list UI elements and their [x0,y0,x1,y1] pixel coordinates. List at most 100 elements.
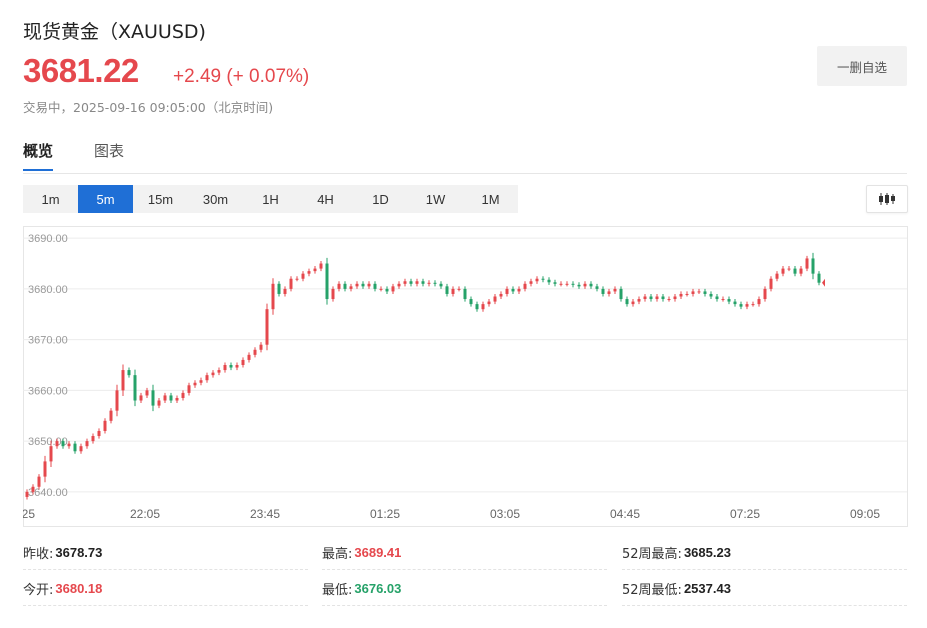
candle-body [637,299,641,302]
candle-body [589,283,593,287]
stat-prev-close: 昨收: 3678.73 [23,536,308,570]
candle-body [343,283,347,289]
candle-body [679,293,683,297]
current-price: 3681.22 [23,52,139,89]
candle-body [517,288,521,292]
candle-body [595,286,599,289]
candle-body [103,420,107,431]
candle-body [265,309,269,345]
candle-body [529,281,533,284]
candle-body [169,395,173,401]
candle-body [223,365,227,371]
candle-body [49,446,53,462]
period-4h[interactable]: 4H [317,191,334,207]
period-1mo[interactable]: 1M [481,191,500,207]
period-1d[interactable]: 1D [372,191,389,207]
candle-body [715,296,719,300]
tab-overview[interactable]: 概览 [23,140,54,171]
candle-body [577,284,581,287]
x-tick-label: /:25 [23,507,35,521]
tab-chart[interactable]: 图表 [94,142,125,160]
period-5m[interactable]: 5m [78,185,133,213]
candlestick-icon [879,193,895,205]
candle-body [217,370,221,373]
stat-value: 3678.73 [55,545,103,560]
x-tick-label: 22:05 [130,507,160,521]
candle-body [685,293,689,295]
candle-body [781,268,785,274]
candle-body [133,375,137,401]
period-30m[interactable]: 30m [202,191,229,207]
candle-body [433,282,437,284]
page-title: 现货黄金（XAUUSD) [23,21,206,43]
candle-body [331,288,335,300]
candle-body [631,301,635,305]
candle-body [655,296,659,300]
candle-body [91,436,95,442]
y-tick-label: 3640.00 [28,487,68,499]
candle-body [817,273,821,283]
candle-body [61,441,65,447]
x-tick-label: 23:45 [250,507,280,521]
candle-body [271,283,275,310]
period-selector: 1m 5m 15m 30m 1H 4H 1D 1W 1M [23,185,518,213]
y-tick-label: 3680.00 [28,284,68,296]
candle-body [31,486,35,492]
candle-body [373,283,377,289]
x-tick-label: 04:45 [610,507,640,521]
stat-low: 最低: 3676.03 [322,572,607,606]
candle-body [469,299,473,305]
candle-body [319,263,323,269]
candle-body [259,344,263,350]
candle-body [115,390,119,411]
period-1m[interactable]: 1m [41,191,60,207]
candle-body [625,299,629,305]
last-price-marker [822,278,825,287]
candle-body [73,443,77,452]
candle-body [295,278,299,280]
candle-body [199,380,203,383]
candle-body [487,301,491,305]
candle-body [805,258,809,269]
period-1h[interactable]: 1H [262,191,279,207]
candle-body [409,281,413,284]
candle-body [397,283,401,287]
candle-body [751,304,755,306]
stat-value: 3689.41 [354,545,402,560]
candle-body [775,273,779,279]
remove-watchlist-button[interactable]: 一删自选 [817,46,907,86]
candle-body [187,385,191,393]
stat-52w-low: 52周最低: 2537.43 [622,572,907,606]
candle-body [55,441,59,447]
candle-body [607,291,611,294]
x-tick-label: 03:05 [490,507,520,521]
candle-body [205,375,209,381]
candle-body [151,390,155,406]
stat-value: 3685.23 [683,545,731,560]
candle-body [109,410,113,421]
candle-body [703,291,707,294]
candle-body [145,390,149,396]
candle-body [325,263,329,300]
candle-body [709,293,713,297]
tab-bar: 概览 图表 [23,140,907,174]
candle-body [403,281,407,284]
price-chart[interactable]: 3690.003680.003670.003660.003650.003640.… [23,226,908,527]
candle-body [745,304,749,307]
candlestick-toggle-button[interactable] [866,185,908,213]
candle-body [535,278,539,282]
candle-body [97,430,101,437]
candle-body [463,288,467,300]
candle-body [301,273,305,279]
trading-status: 交易中，2025-09-16 09:05:00（北京时间) [23,100,274,115]
period-15m[interactable]: 15m [147,191,174,207]
candle-body [391,286,395,292]
y-tick-label: 3660.00 [28,385,68,397]
period-1w[interactable]: 1W [425,191,446,207]
stat-value: 3676.03 [354,581,402,596]
candle-body [25,491,29,497]
candle-body [277,283,281,294]
stat-open: 今开: 3680.18 [23,572,308,606]
candle-body [553,282,557,284]
candle-body [811,258,815,274]
